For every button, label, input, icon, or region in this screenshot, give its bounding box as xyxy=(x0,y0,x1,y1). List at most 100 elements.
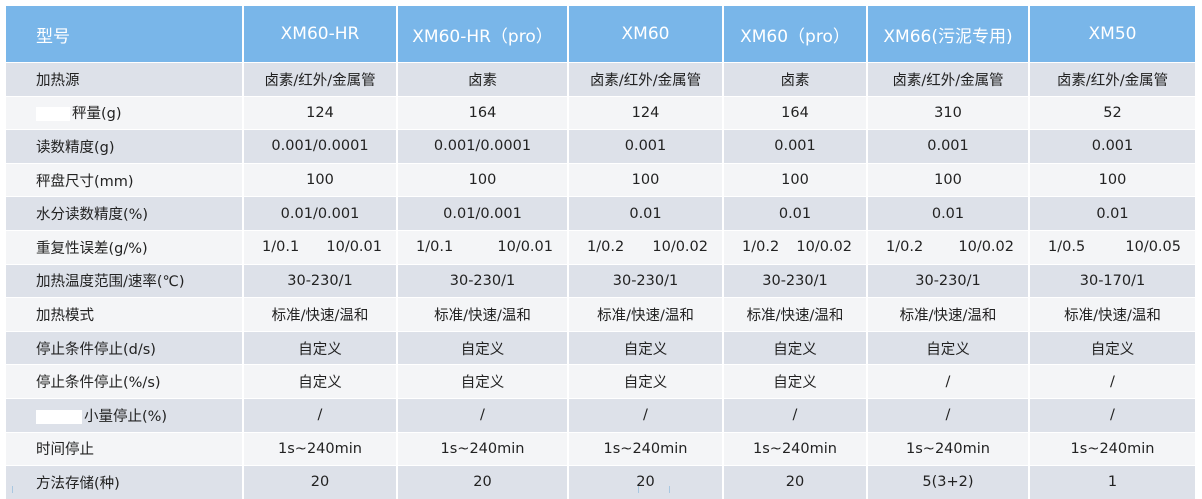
header-model: XM60（pro） xyxy=(723,6,868,63)
table-cell: 20 xyxy=(723,465,868,499)
row-label-text: 秤量(g) xyxy=(72,106,122,123)
pair-value: 10/0.02 xyxy=(652,239,708,256)
table-cell: 1/0.2 10/0.02 xyxy=(723,229,868,265)
table-cell: 100 xyxy=(568,162,724,197)
table-cell: 20 xyxy=(568,465,724,499)
redaction-mask xyxy=(36,107,70,122)
row-label: 停止条件停止(%/s) xyxy=(6,364,244,399)
table-cell: 0.001/0.0001 xyxy=(243,129,398,164)
table-cell: 30-170/1 xyxy=(1029,263,1197,298)
row-label: 时间停止 xyxy=(6,431,244,466)
header-model: XM60 xyxy=(568,6,724,63)
table-cell: 1s~240min xyxy=(397,431,569,466)
table-cell: 1/0.1 10/0.01 xyxy=(397,229,569,265)
table-row: 水分读数精度(%) 0.01/0.001 0.01/0.001 0.01 0.0… xyxy=(6,196,1197,231)
divider xyxy=(638,486,639,493)
pair-value: 10/0.05 xyxy=(1125,239,1181,256)
table-cell: / xyxy=(1029,364,1197,399)
table-cell: 1/0.5 10/0.05 xyxy=(1029,229,1197,265)
table-row: 秤量(g) 124 164 124 164 310 52 xyxy=(6,95,1197,130)
table-cell: 标准/快速/温和 xyxy=(723,297,868,332)
table-row: 停止条件停止(%/s) 自定义 自定义 自定义 自定义 / / xyxy=(6,364,1197,399)
table-cell: 卤素/红外/金属管 xyxy=(568,62,724,97)
table-cell: 1s~240min xyxy=(867,431,1030,466)
table-cell: 自定义 xyxy=(568,330,724,365)
table-cell: 1/0.2 10/0.02 xyxy=(867,229,1030,265)
table-cell: 100 xyxy=(243,162,398,197)
table-cell: 0.01 xyxy=(1029,196,1197,231)
table-cell: 0.01/0.001 xyxy=(397,196,569,231)
header-model: XM60-HR（pro） xyxy=(397,6,569,63)
table-cell: 自定义 xyxy=(243,364,398,399)
pair-value: 10/0.02 xyxy=(796,239,852,256)
row-label: 加热源 xyxy=(6,62,244,97)
table-cell: 124 xyxy=(568,95,724,130)
header-model: XM66(污泥专用) xyxy=(867,6,1030,63)
table-cell: 1s~240min xyxy=(1029,431,1197,466)
table-cell: 标准/快速/温和 xyxy=(397,297,569,332)
header-model: XM60-HR xyxy=(243,6,398,63)
table-cell: 卤素 xyxy=(723,62,868,97)
table-cell: 1s~240min xyxy=(243,431,398,466)
table-cell: 卤素/红外/金属管 xyxy=(1029,62,1197,97)
row-label: 读数精度(g) xyxy=(6,129,244,164)
table-cell: 5(3+2) xyxy=(867,465,1030,499)
redaction-mask xyxy=(36,409,82,424)
table-cell: 0.001 xyxy=(1029,129,1197,164)
divider xyxy=(12,486,13,493)
table-row: 小量停止(%) / / / / / / xyxy=(6,397,1197,433)
table-row: 加热温度范围/速率(℃) 30-230/1 30-230/1 30-230/1 … xyxy=(6,263,1197,298)
row-label-text: 小量停止(%) xyxy=(84,408,168,425)
table-cell: 自定义 xyxy=(568,364,724,399)
table-row: 秤盘尺寸(mm) 100 100 100 100 100 100 xyxy=(6,162,1197,197)
header-label: 型号 xyxy=(6,6,244,63)
table-cell: 164 xyxy=(397,95,569,130)
row-label: 秤盘尺寸(mm) xyxy=(6,162,244,197)
spec-table: 型号 XM60-HR XM60-HR（pro） XM60 XM60（pro） X… xyxy=(6,6,1197,499)
pair-value: 1/0.5 xyxy=(1048,239,1086,256)
table-cell: 自定义 xyxy=(397,330,569,365)
table-cell: 20 xyxy=(397,465,569,499)
table-cell: 124 xyxy=(243,95,398,130)
table-cell: 30-230/1 xyxy=(568,263,724,298)
pair-value: 1/0.2 xyxy=(886,239,924,256)
table-cell: 1/0.2 10/0.02 xyxy=(568,229,724,265)
table-cell: 标准/快速/温和 xyxy=(1029,297,1197,332)
table-cell: 0.001 xyxy=(723,129,868,164)
table-cell: 30-230/1 xyxy=(397,263,569,298)
table-cell: / xyxy=(867,364,1030,399)
table-row: 时间停止 1s~240min 1s~240min 1s~240min 1s~24… xyxy=(6,431,1197,466)
table-cell: 100 xyxy=(723,162,868,197)
table-cell: 自定义 xyxy=(243,330,398,365)
table-cell: / xyxy=(243,397,398,433)
table-cell: 0.01 xyxy=(723,196,868,231)
header-row: 型号 XM60-HR XM60-HR（pro） XM60 XM60（pro） X… xyxy=(6,6,1197,63)
table-cell: 自定义 xyxy=(1029,330,1197,365)
table-cell: 0.01 xyxy=(568,196,724,231)
pair-value: 10/0.01 xyxy=(326,239,382,256)
row-label: 秤量(g) xyxy=(6,95,244,130)
table-cell: 0.001/0.0001 xyxy=(397,129,569,164)
divider xyxy=(669,486,670,493)
table-cell: 0.001 xyxy=(867,129,1030,164)
table-cell: 100 xyxy=(397,162,569,197)
table-cell: 标准/快速/温和 xyxy=(867,297,1030,332)
table-row: 重复性误差(g/%) 1/0.1 10/0.01 1/0.1 10/0.01 1/0… xyxy=(6,229,1197,265)
pair-value: 1/0.2 xyxy=(742,239,780,256)
table-cell: / xyxy=(867,397,1030,433)
row-label: 停止条件停止(d/s) xyxy=(6,330,244,365)
row-label: 加热模式 xyxy=(6,297,244,332)
table-cell: 标准/快速/温和 xyxy=(568,297,724,332)
table-cell: 30-230/1 xyxy=(867,263,1030,298)
table-row: 读数精度(g) 0.001/0.0001 0.001/0.0001 0.001 … xyxy=(6,129,1197,164)
table-cell: 卤素/红外/金属管 xyxy=(867,62,1030,97)
table-cell: / xyxy=(723,397,868,433)
table-row: 加热源 卤素/红外/金属管 卤素 卤素/红外/金属管 卤素 卤素/红外/金属管 … xyxy=(6,62,1197,97)
header-model: XM50 xyxy=(1029,6,1197,63)
table-cell: / xyxy=(1029,397,1197,433)
table-cell: 1 xyxy=(1029,465,1197,499)
table-cell: 标准/快速/温和 xyxy=(243,297,398,332)
pair-value: 1/0.1 xyxy=(262,239,300,256)
table-cell: 52 xyxy=(1029,95,1197,130)
table-cell: 100 xyxy=(867,162,1030,197)
